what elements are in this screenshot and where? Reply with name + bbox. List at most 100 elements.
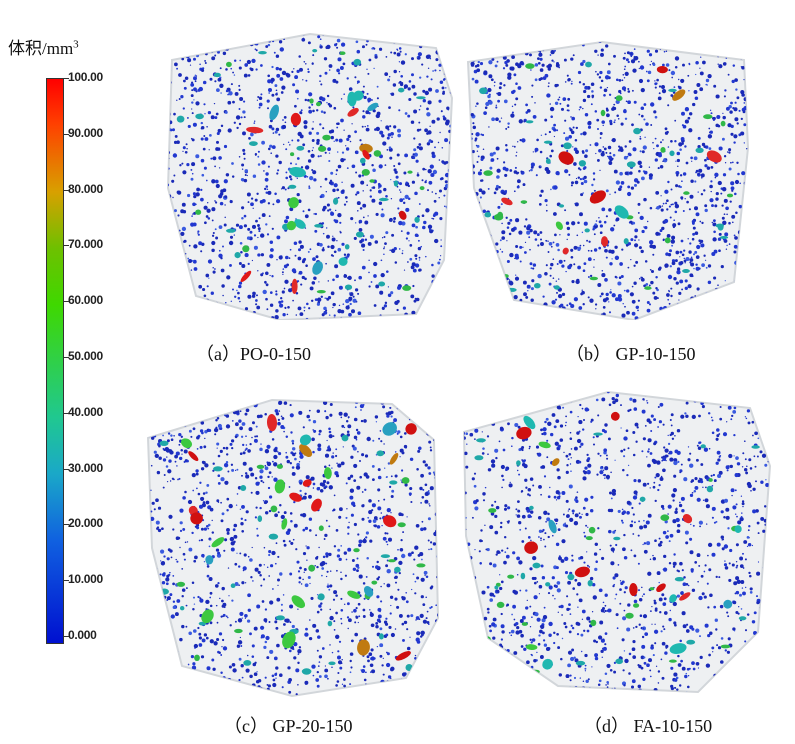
pore bbox=[170, 649, 175, 655]
pore bbox=[345, 420, 349, 423]
pore bbox=[356, 191, 360, 195]
pore bbox=[234, 404, 238, 409]
pore bbox=[326, 94, 330, 98]
pore bbox=[524, 241, 527, 244]
pore bbox=[254, 198, 258, 202]
pore bbox=[385, 231, 389, 235]
pore bbox=[236, 42, 240, 47]
pore bbox=[280, 297, 283, 300]
pore bbox=[179, 456, 183, 461]
colorbar-tick-label: 0.000 bbox=[68, 628, 97, 642]
pore bbox=[578, 81, 582, 84]
pore bbox=[254, 48, 257, 51]
pore bbox=[595, 152, 597, 155]
pore bbox=[324, 297, 326, 299]
colorbar-tick-label: 100.00 bbox=[68, 70, 103, 84]
pore bbox=[621, 79, 624, 82]
pore bbox=[160, 263, 162, 267]
pore bbox=[162, 89, 165, 92]
pore bbox=[186, 541, 189, 543]
pore bbox=[308, 409, 311, 412]
pore bbox=[324, 177, 328, 181]
pore bbox=[289, 144, 291, 146]
pore bbox=[329, 584, 333, 588]
pore bbox=[506, 226, 510, 229]
pore bbox=[464, 436, 466, 440]
pore-medium bbox=[682, 269, 690, 273]
pore bbox=[169, 450, 174, 455]
pore bbox=[346, 433, 350, 437]
pore bbox=[200, 405, 204, 410]
pore bbox=[369, 611, 373, 614]
pore bbox=[730, 101, 733, 105]
pore bbox=[419, 31, 421, 33]
pore bbox=[384, 72, 389, 76]
pore bbox=[434, 512, 438, 517]
pore bbox=[534, 47, 537, 49]
pore bbox=[245, 510, 249, 514]
colorbar-tick-label: 10.000 bbox=[68, 572, 103, 587]
pore bbox=[630, 59, 636, 64]
pore bbox=[148, 641, 149, 643]
pore bbox=[302, 210, 305, 213]
pore bbox=[306, 176, 309, 178]
pore bbox=[209, 507, 214, 512]
pore bbox=[253, 122, 256, 124]
pore bbox=[729, 200, 732, 203]
pore bbox=[191, 672, 196, 677]
pore bbox=[530, 267, 533, 270]
pore bbox=[448, 241, 452, 246]
pore bbox=[246, 236, 251, 240]
pore bbox=[207, 317, 211, 320]
pore bbox=[705, 78, 710, 83]
pore bbox=[593, 233, 596, 236]
pore bbox=[564, 169, 569, 174]
pore bbox=[578, 315, 582, 319]
pore bbox=[693, 267, 695, 270]
pore bbox=[299, 244, 304, 249]
pore bbox=[185, 143, 188, 146]
pore bbox=[211, 509, 213, 511]
pore bbox=[571, 280, 575, 284]
pore bbox=[225, 615, 228, 618]
pore bbox=[646, 301, 650, 304]
pore bbox=[277, 511, 280, 514]
pore bbox=[324, 693, 327, 696]
pore bbox=[635, 260, 639, 264]
pore bbox=[233, 395, 235, 397]
pore bbox=[279, 47, 284, 52]
pore bbox=[193, 57, 196, 61]
pore bbox=[609, 122, 613, 126]
pore bbox=[552, 258, 555, 261]
pore bbox=[310, 153, 315, 158]
pore bbox=[297, 684, 299, 686]
pore bbox=[610, 227, 615, 232]
pore bbox=[516, 625, 520, 630]
pore bbox=[363, 419, 367, 423]
pore bbox=[232, 668, 237, 673]
pore bbox=[168, 130, 169, 132]
pore bbox=[526, 230, 531, 235]
pore bbox=[427, 224, 433, 229]
pore bbox=[488, 306, 491, 310]
pore bbox=[328, 485, 333, 490]
pore-medium bbox=[309, 98, 314, 104]
pore bbox=[311, 103, 314, 106]
pore bbox=[604, 278, 608, 282]
pore bbox=[393, 39, 396, 42]
pore bbox=[353, 608, 357, 613]
pore bbox=[599, 295, 602, 298]
pore bbox=[333, 629, 336, 631]
pore bbox=[555, 170, 560, 176]
pore bbox=[493, 53, 497, 56]
pore bbox=[255, 219, 258, 223]
pore bbox=[725, 292, 730, 297]
pore bbox=[386, 583, 391, 588]
pore bbox=[696, 83, 701, 87]
pore bbox=[337, 72, 341, 75]
pore bbox=[581, 609, 586, 614]
pore bbox=[630, 186, 635, 190]
pore bbox=[641, 644, 646, 649]
pore bbox=[552, 241, 555, 244]
pore bbox=[440, 392, 442, 396]
